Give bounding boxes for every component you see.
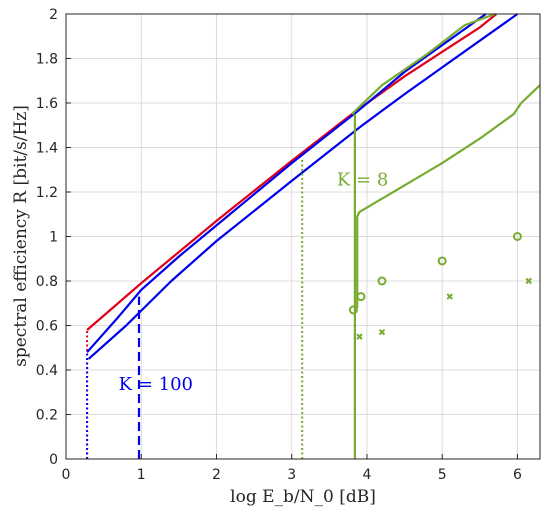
cross-marker — [525, 277, 532, 285]
ticks — [65, 13, 518, 460]
cross-marker — [378, 328, 386, 336]
y-tick-label: 0.8 — [36, 274, 58, 290]
y-tick-label: 1.6 — [36, 96, 58, 112]
series-line-blue-4 — [87, 13, 519, 360]
circle-marker — [377, 276, 387, 286]
x-tick-label: 0 — [62, 467, 71, 483]
y-tick-label: 1.4 — [36, 141, 58, 157]
y-tick-label: 1.2 — [36, 185, 58, 201]
y-tick-label: 2 — [49, 7, 58, 23]
series-line-green-9 — [356, 84, 541, 308]
x-tick-labels: 0 1 2 3 4 5 6 — [62, 467, 522, 483]
circle-marker — [356, 292, 366, 302]
cross-marker — [446, 293, 453, 300]
y-tick-label: 0.2 — [36, 408, 58, 424]
x-tick-label: 4 — [362, 467, 371, 483]
y-tick-label: 1 — [49, 230, 58, 246]
y-tick-label: 1.8 — [36, 52, 58, 68]
series-line-green-6 — [351, 12, 496, 115]
x-tick-label: 5 — [438, 467, 447, 483]
y-tick-label: 0.6 — [36, 319, 58, 335]
y-tick-label: 0.4 — [36, 363, 58, 379]
annotations: K = 100 K = 8 — [119, 169, 389, 395]
x-axis-label: log E_b/N_0 [dB] — [230, 487, 376, 507]
annotation-label: K = 8 — [337, 169, 388, 190]
x-tick-label: 6 — [513, 467, 522, 483]
annotation-label: K = 100 — [119, 374, 193, 395]
series-line-blue-2 — [86, 13, 487, 353]
circle-marker — [512, 232, 522, 241]
series-layer — [86, 12, 541, 459]
cross-marker — [356, 333, 363, 340]
y-tick-label: 0 — [49, 452, 58, 468]
x-tick-label: 1 — [137, 467, 146, 483]
circle-marker — [348, 305, 358, 315]
y-tick-labels: 0 0.2 0.4 0.6 0.8 1 1.2 1.4 1.6 1.8 2 — [36, 7, 58, 468]
circle-marker — [437, 256, 447, 266]
y-axis-label: spectral efficiency R [bit/s/Hz] — [11, 105, 31, 367]
x-tick-label: 2 — [212, 467, 221, 483]
x-tick-label: 3 — [287, 467, 296, 483]
